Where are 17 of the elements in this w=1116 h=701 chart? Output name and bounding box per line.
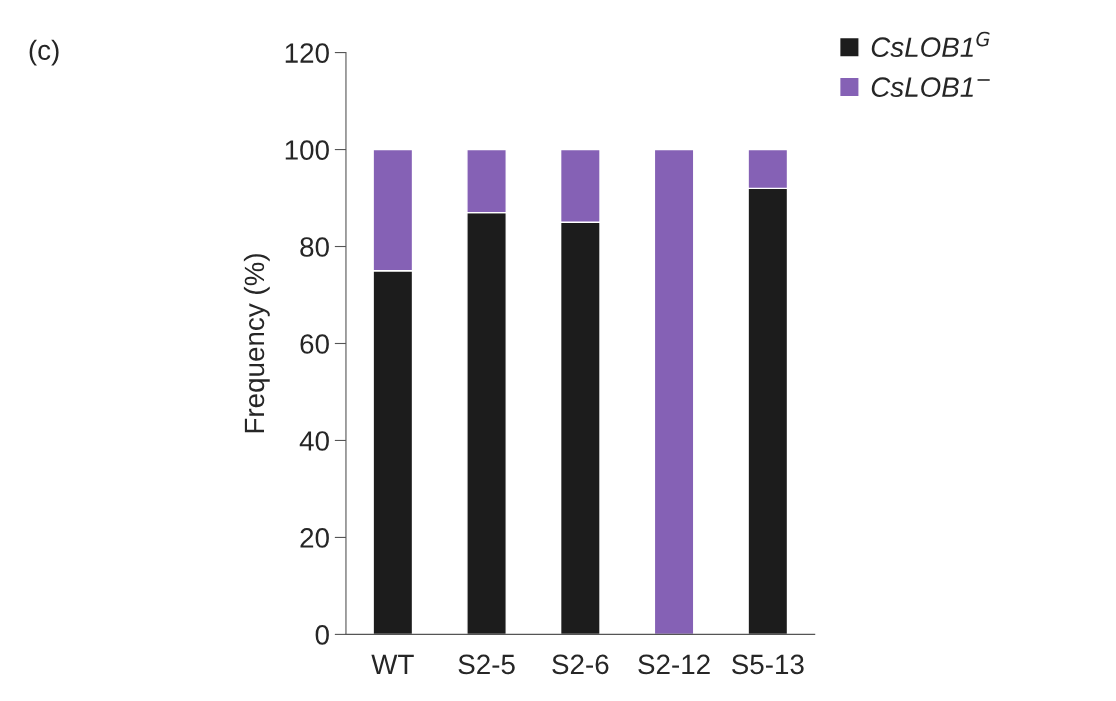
y-tick-label: 80	[300, 237, 329, 257]
x-tick-label: WT	[371, 654, 414, 674]
y-axis-title: Frequency (%)	[243, 254, 270, 433]
text: (c)	[29, 39, 59, 66]
bar	[653, 148, 695, 635]
x-tick-label: S2-12	[638, 654, 710, 675]
y-tick-label: 60	[300, 334, 329, 354]
legend-label: CsLOB1$^{G}$	[871, 31, 990, 58]
y-tick-label: 40	[299, 431, 329, 451]
y-tick-label: 120	[285, 43, 329, 63]
legend-label: CsLOB1$^{−}$	[871, 77, 990, 97]
x-tick-label: S2-5	[458, 654, 515, 675]
y-tick-label: 0	[315, 625, 329, 645]
x-tick-label: S2-6	[552, 654, 609, 675]
y-tick-label: 20	[300, 528, 329, 548]
y-tick-label: 100	[285, 140, 329, 160]
x-tick-label: S5-13	[732, 654, 804, 675]
